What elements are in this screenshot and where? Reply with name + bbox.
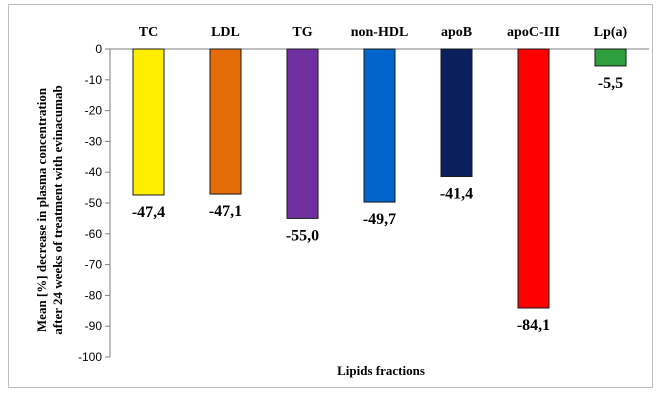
y-axis-title-line1: Mean [%] decrease in plasma concentratio… [34, 87, 49, 332]
y-tick-label: -20 [85, 104, 103, 118]
data-label: -84,1 [517, 317, 550, 334]
data-label: -55,0 [286, 227, 319, 244]
category-label: TG [292, 25, 312, 40]
y-tick-label: -40 [85, 165, 103, 179]
data-label: -47,1 [209, 203, 242, 220]
bar-chart: Mean [%] decrease in plasma concentratio… [34, 25, 649, 378]
data-label: -49,7 [363, 211, 396, 228]
y-tick-label: -80 [85, 288, 103, 302]
data-labels: -47,4 -47,1 -55,0 -49,7 -41,4 -84,1 -5,5 [132, 75, 623, 334]
chart-frame: Mean [%] decrease in plasma concentratio… [8, 4, 653, 388]
category-label: apoC-III [507, 25, 560, 40]
bar-apoc-iii [517, 48, 550, 309]
bars [132, 48, 627, 309]
y-axis-title-line2: after 24 weeks of treatment with evinacu… [50, 85, 65, 334]
data-label: -41,4 [440, 186, 473, 203]
data-label: -47,4 [132, 204, 165, 221]
category-label: apoB [441, 25, 472, 40]
y-tick-label: -30 [85, 134, 103, 148]
category-labels: TC LDL TG non-HDL apoB apoC-III Lp(a) [139, 25, 628, 40]
y-tick-label: -100 [78, 350, 102, 364]
y-tick-label: -70 [85, 258, 103, 272]
bar-ldl [209, 48, 242, 195]
y-tick-label: 0 [95, 42, 102, 56]
bar-non-hdl [363, 48, 396, 203]
category-label: TC [139, 25, 158, 40]
data-label: -5,5 [598, 75, 623, 92]
category-label: non-HDL [351, 25, 409, 40]
y-ticks: 0 -10 -20 -30 -40 -50 -60 -70 -80 -90 -100 [78, 42, 110, 364]
bar-lp-a [594, 48, 627, 67]
bar-tg [286, 48, 319, 219]
bar-tc [132, 48, 165, 196]
y-tick-label: -10 [85, 73, 103, 87]
y-tick-label: -90 [85, 319, 103, 333]
y-axis-title: Mean [%] decrease in plasma concentratio… [34, 85, 65, 334]
bar-apob [440, 48, 473, 178]
y-tick-label: -60 [85, 227, 103, 241]
x-axis-title: Lipids fractions [337, 363, 425, 378]
category-label: Lp(a) [594, 25, 628, 40]
y-tick-label: -50 [85, 196, 103, 210]
category-label: LDL [211, 25, 240, 40]
